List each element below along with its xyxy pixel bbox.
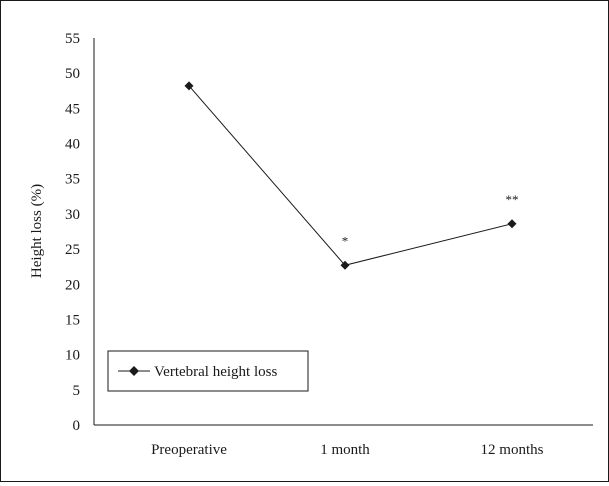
y-tick-label: 30 xyxy=(65,207,80,223)
y-tick-label: 5 xyxy=(73,383,81,399)
data-point-marker xyxy=(340,260,350,270)
y-tick-label: 20 xyxy=(65,277,80,293)
y-axis-title: Height loss (%) xyxy=(29,184,45,278)
legend-diamond-marker xyxy=(129,366,139,376)
y-tick-label: 45 xyxy=(65,101,80,117)
x-category-label: Preoperative xyxy=(151,442,227,458)
y-tick-label: 50 xyxy=(65,66,80,82)
significance-annotation: ** xyxy=(506,192,519,207)
y-tick-label: 25 xyxy=(65,242,80,258)
x-category-label: 1 month xyxy=(320,442,370,458)
y-tick-label: 35 xyxy=(65,172,80,188)
y-tick-label: 10 xyxy=(65,348,80,364)
legend-label: Vertebral height loss xyxy=(154,364,277,380)
data-point-marker xyxy=(507,219,517,229)
y-tick-label: 15 xyxy=(65,312,80,328)
x-category-label: 12 months xyxy=(481,442,544,458)
significance-annotation: * xyxy=(342,233,349,248)
series-line xyxy=(188,85,513,266)
y-tick-label: 55 xyxy=(65,31,80,47)
y-tick-label: 40 xyxy=(65,137,80,153)
data-point-marker xyxy=(184,81,194,91)
y-tick-label: 0 xyxy=(73,418,81,434)
legend: Vertebral height loss xyxy=(107,350,309,392)
axes xyxy=(93,38,593,426)
